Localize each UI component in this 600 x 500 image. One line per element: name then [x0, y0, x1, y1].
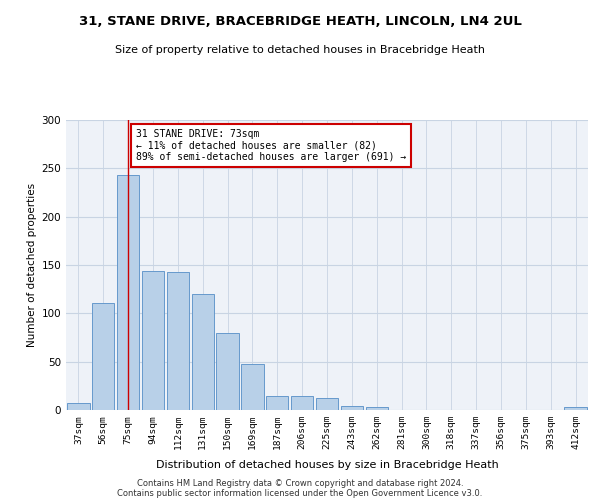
- Bar: [341, 406, 363, 410]
- Bar: [316, 398, 338, 410]
- Text: 31, STANE DRIVE, BRACEBRIDGE HEATH, LINCOLN, LN4 2UL: 31, STANE DRIVE, BRACEBRIDGE HEATH, LINC…: [79, 15, 521, 28]
- Bar: [142, 271, 164, 410]
- Text: 31 STANE DRIVE: 73sqm
← 11% of detached houses are smaller (82)
89% of semi-deta: 31 STANE DRIVE: 73sqm ← 11% of detached …: [136, 128, 406, 162]
- Bar: [217, 332, 239, 410]
- Bar: [191, 294, 214, 410]
- Bar: [266, 396, 289, 410]
- Bar: [117, 175, 139, 410]
- Bar: [291, 396, 313, 410]
- Bar: [565, 407, 587, 410]
- X-axis label: Distribution of detached houses by size in Bracebridge Heath: Distribution of detached houses by size …: [155, 460, 499, 470]
- Y-axis label: Number of detached properties: Number of detached properties: [27, 183, 37, 347]
- Bar: [67, 403, 89, 410]
- Bar: [167, 272, 189, 410]
- Text: Size of property relative to detached houses in Bracebridge Heath: Size of property relative to detached ho…: [115, 45, 485, 55]
- Text: Contains public sector information licensed under the Open Government Licence v3: Contains public sector information licen…: [118, 488, 482, 498]
- Bar: [241, 364, 263, 410]
- Text: Contains HM Land Registry data © Crown copyright and database right 2024.: Contains HM Land Registry data © Crown c…: [137, 478, 463, 488]
- Bar: [92, 302, 115, 410]
- Bar: [365, 407, 388, 410]
